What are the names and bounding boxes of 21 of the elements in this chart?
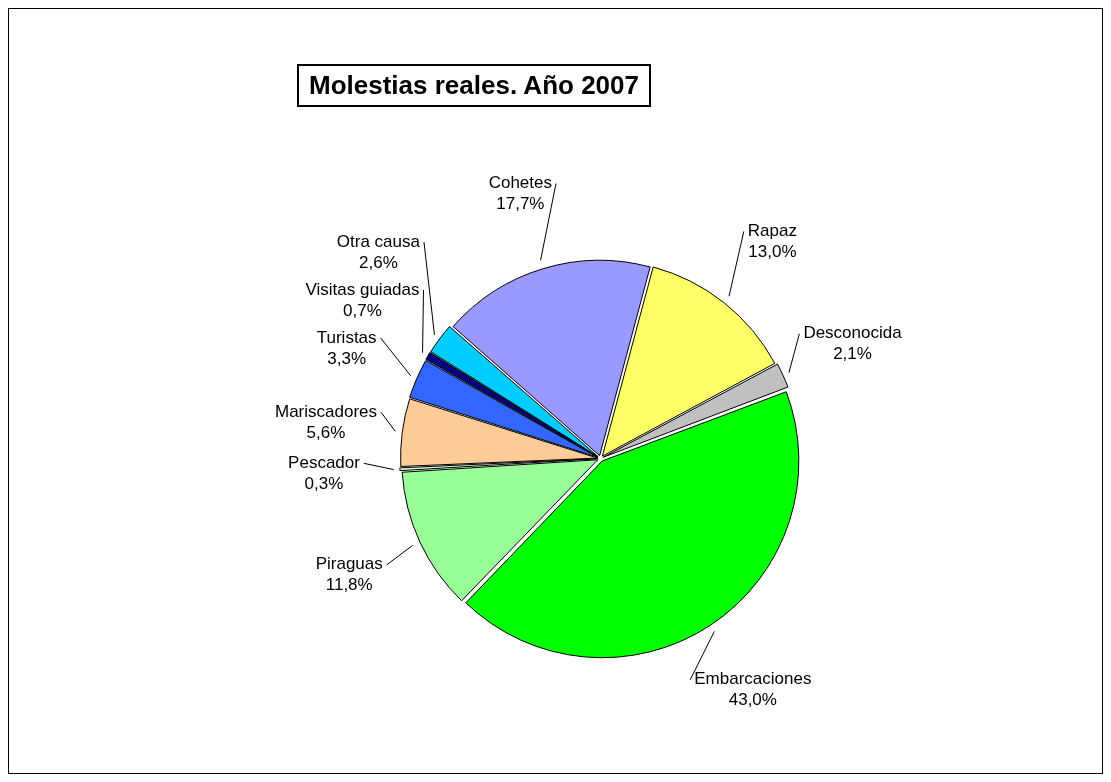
data-label: 2,1% [833,344,872,364]
data-label: 3,3% [327,348,367,368]
slice-label: Pescador [288,453,361,473]
slice-label: Cohetes [488,173,552,193]
slice-label: Turistas [316,327,377,347]
data-label: 2,6% [359,252,398,272]
slice-label: Embarcaciones [694,669,812,689]
data-label: 13,0% [748,242,797,262]
data-label: 5,6% [306,422,346,442]
data-label: 43,0% [728,690,777,710]
slice-label: Piraguas [315,554,383,574]
slice-label: Visitas guiadas [305,279,420,299]
slice-label: Desconocida [803,323,903,343]
data-label: 0,7% [343,300,382,320]
chart-title: Molestias reales. Año 2007 [297,64,651,107]
data-label: 0,3% [304,474,344,494]
data-label: 17,7% [496,194,545,214]
slice-label: Mariscadores [274,401,378,421]
slice-label: Rapaz [747,221,797,241]
slice-label: Otra causa [336,231,421,251]
data-label: 11,8% [325,575,373,595]
